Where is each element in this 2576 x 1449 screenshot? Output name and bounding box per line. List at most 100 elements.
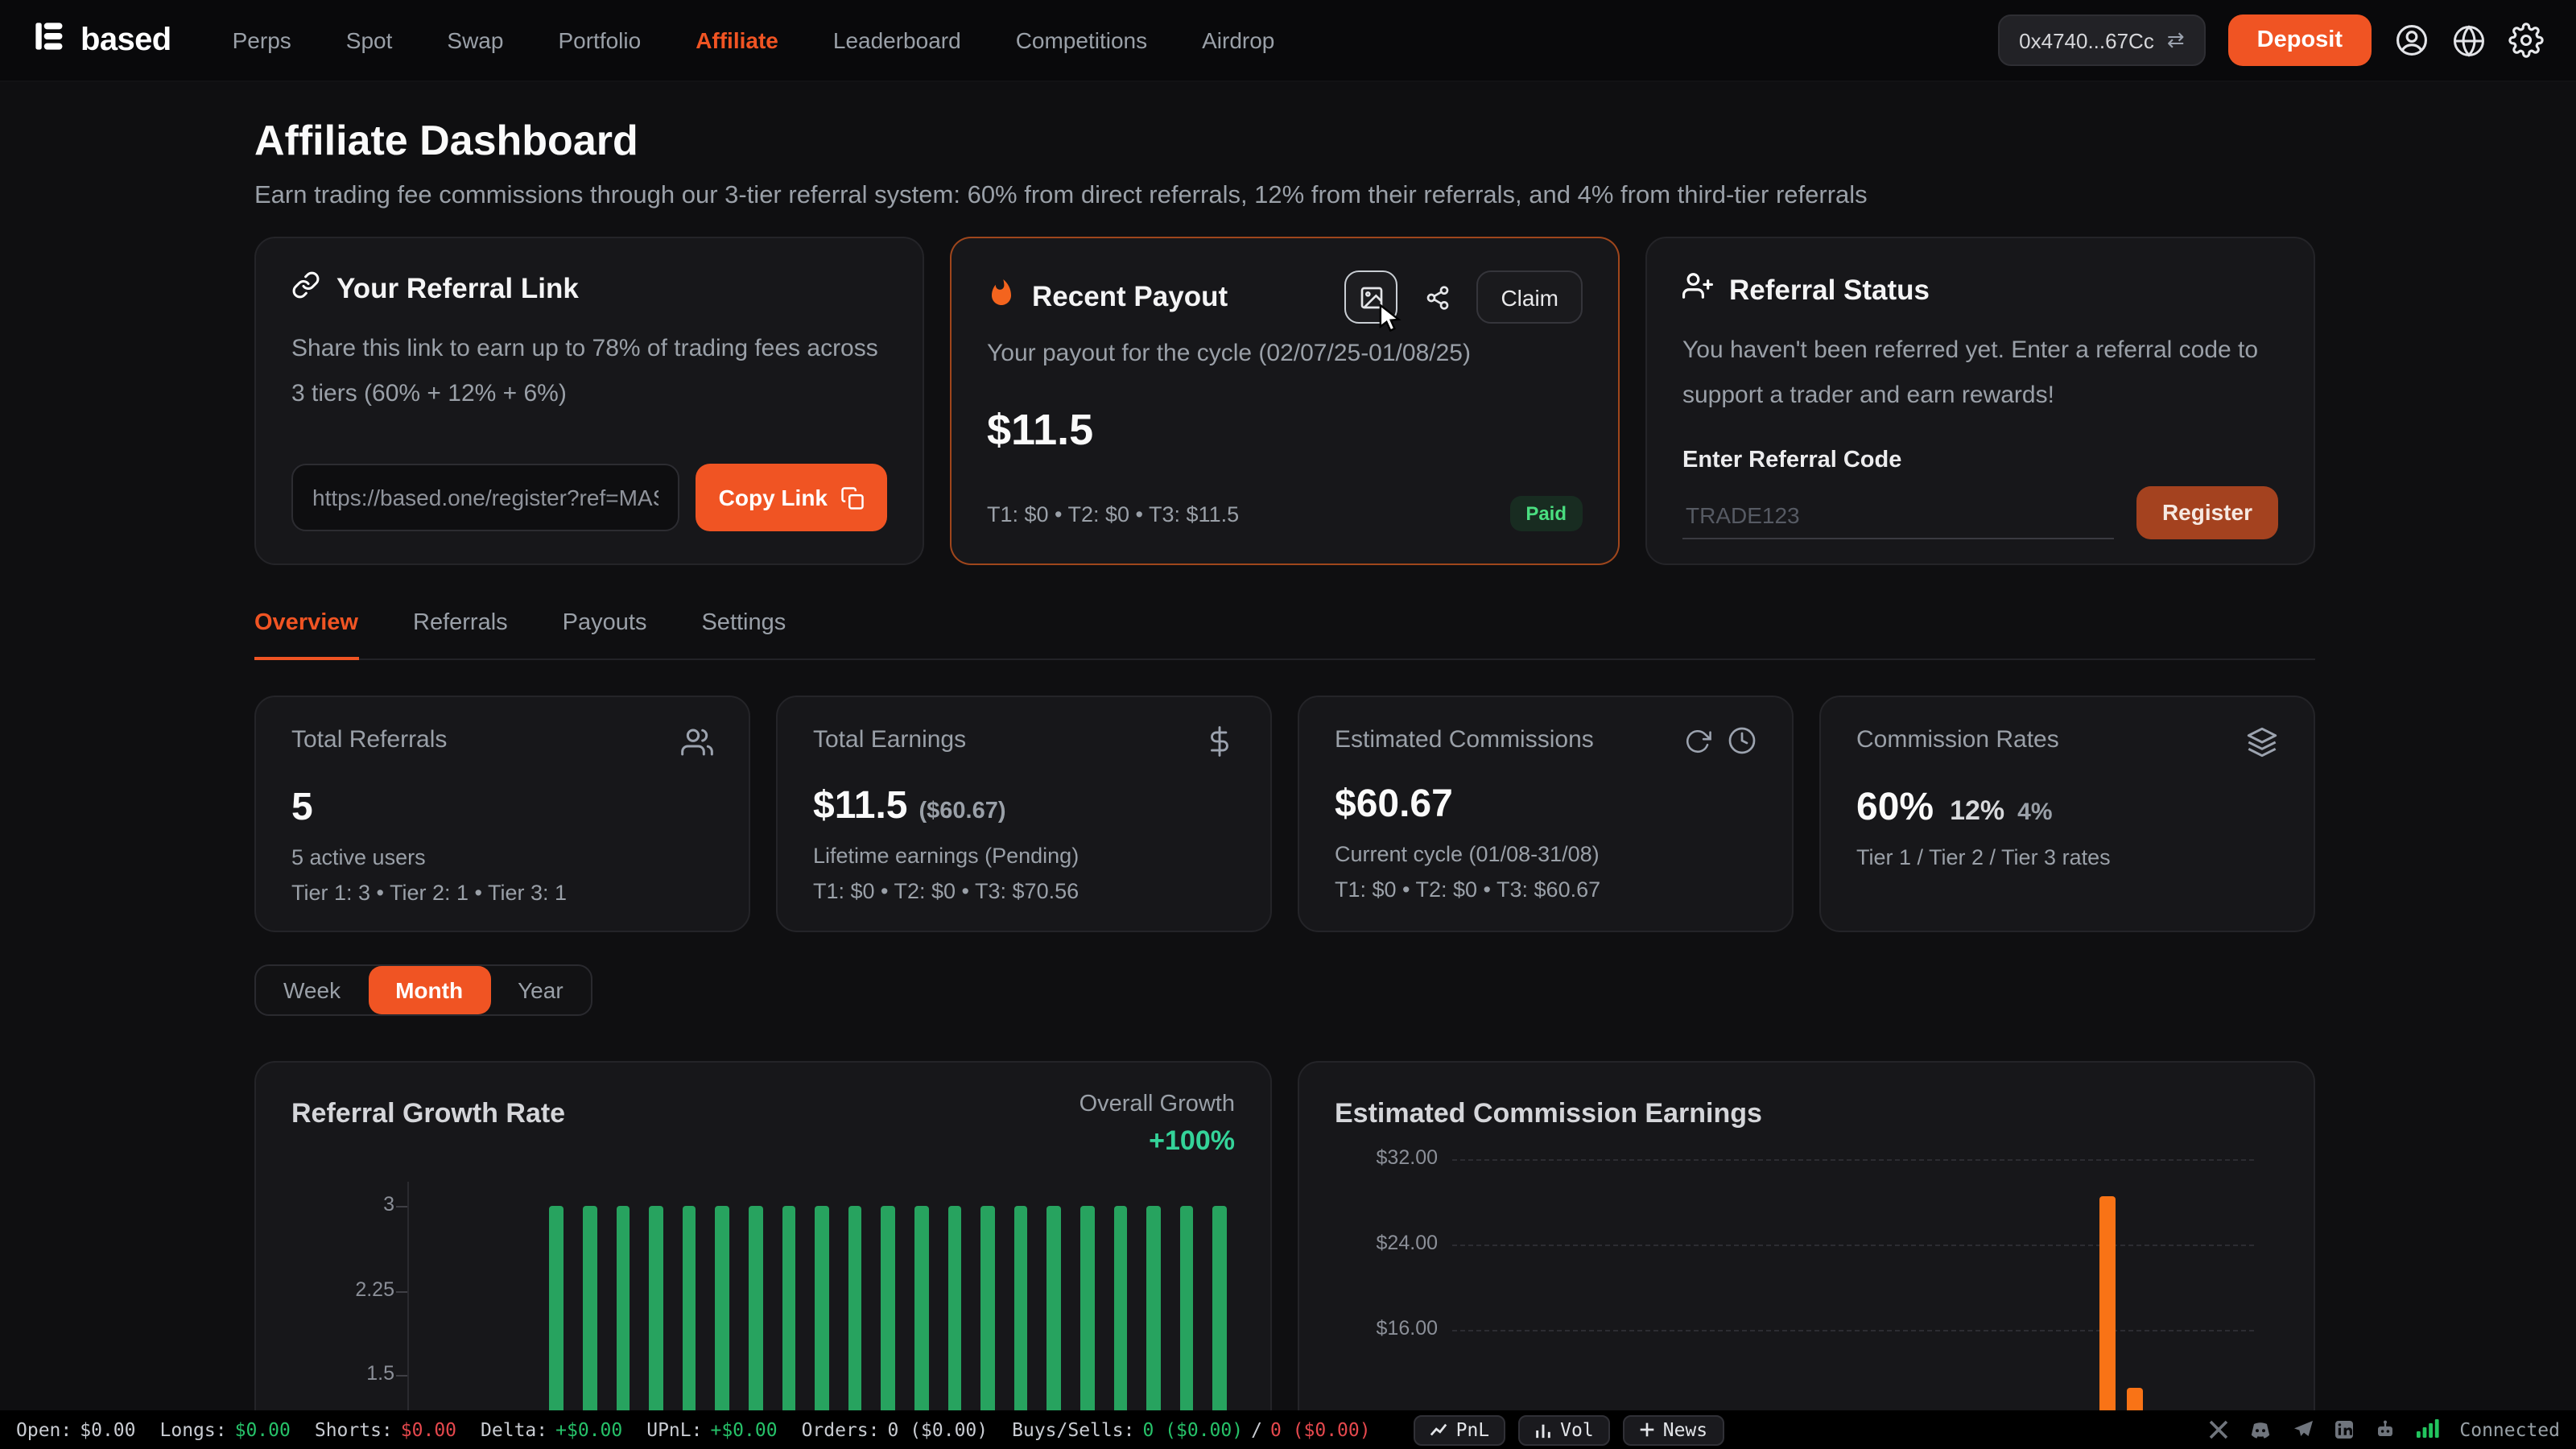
nav-item-portfolio[interactable]: Portfolio <box>558 27 641 53</box>
growth-legend-value: +100% <box>1080 1125 1235 1158</box>
copy-icon <box>840 485 865 510</box>
nav-item-airdrop[interactable]: Airdrop <box>1202 27 1274 53</box>
layers-icon <box>2246 726 2278 766</box>
tier3-rate: 4% <box>2017 799 2052 826</box>
stat-tier-breakdown: Tier 1: 3 • Tier 2: 1 • Tier 3: 1 <box>291 881 713 905</box>
stat-value: $11.5 ($60.67) <box>813 784 1235 829</box>
nav-right-cluster: 0x4740...67Cc ⇄ Deposit <box>1998 14 2544 66</box>
language-globe-button[interactable] <box>2452 23 2486 57</box>
nav-item-leaderboard[interactable]: Leaderboard <box>833 27 961 53</box>
trend-up-icon <box>1430 1421 1448 1439</box>
nav-item-spot[interactable]: Spot <box>346 27 393 53</box>
stats-row: Total Referrals 5 5 active users Tier 1:… <box>254 696 2315 932</box>
refresh-icon[interactable] <box>1684 727 1711 762</box>
dashboard-tabs: Overview Referrals Payouts Settings <box>254 610 2315 660</box>
account-icon <box>2394 23 2429 58</box>
referral-code-input[interactable] <box>1682 492 2114 539</box>
tab-overview[interactable]: Overview <box>254 610 358 660</box>
wallet-address-button[interactable]: 0x4740...67Cc ⇄ <box>1998 14 2206 66</box>
total-referrals-card: Total Referrals 5 5 active users Tier 1:… <box>254 696 750 932</box>
payout-share-button[interactable] <box>1410 270 1463 324</box>
paid-status-badge: Paid <box>1509 496 1583 531</box>
deposit-button[interactable]: Deposit <box>2228 14 2372 66</box>
connection-signal-icon <box>2416 1418 2438 1442</box>
stat-title: Commission Rates <box>1856 726 2059 753</box>
stat-title: Estimated Commissions <box>1335 726 1594 753</box>
referral-code-label: Enter Referral Code <box>1682 447 2278 473</box>
discord-icon[interactable] <box>2248 1421 2271 1439</box>
period-year-button[interactable]: Year <box>490 966 591 1014</box>
telegram-icon[interactable] <box>2292 1420 2313 1439</box>
y-tick-mark <box>396 1291 407 1293</box>
dollar-icon <box>1204 726 1235 765</box>
status-bar-buttons: PnL Vol News <box>1414 1414 1724 1445</box>
stat-value: 60% 12% 4% <box>1856 786 2278 831</box>
recent-payout-card: Recent Payout <box>950 237 1620 565</box>
top-nav: based Perps Spot Swap Portfolio Affiliat… <box>0 0 2576 82</box>
status-bar: Open:$0.00 Longs:$0.00 Shorts:$0.00 Delt… <box>0 1410 2576 1449</box>
nav-item-perps[interactable]: Perps <box>233 27 291 53</box>
growth-legend: Overall Growth +100% <box>1080 1092 1235 1158</box>
nav-item-competitions[interactable]: Competitions <box>1016 27 1147 53</box>
referral-link-input[interactable] <box>291 464 680 531</box>
news-button[interactable]: News <box>1623 1414 1724 1445</box>
pnl-button[interactable]: PnL <box>1414 1414 1506 1445</box>
tab-payouts[interactable]: Payouts <box>563 610 647 658</box>
wallet-address: 0x4740...67Cc <box>2019 28 2154 52</box>
nav-item-affiliate[interactable]: Affiliate <box>696 27 778 53</box>
app-root: based Perps Spot Swap Portfolio Affiliat… <box>0 0 2576 1449</box>
period-month-button[interactable]: Month <box>368 966 490 1014</box>
estimated-commissions-card: Estimated Commissions <box>1298 696 1794 932</box>
grid-line <box>1452 1245 2254 1246</box>
longs-stat: Longs:$0.00 <box>160 1418 291 1441</box>
connection-status: Connected <box>2459 1418 2560 1441</box>
payout-snapshot-button[interactable] <box>1344 270 1397 324</box>
period-toggle: Week Month Year <box>254 964 592 1016</box>
stat-value: 5 <box>291 786 713 831</box>
referral-status-title: Referral Status <box>1729 273 1930 307</box>
y-tick-label: $32.00 <box>1325 1146 1438 1169</box>
referral-link-card: Your Referral Link Share this link to ea… <box>254 237 924 565</box>
referral-status-description: You haven't been referred yet. Enter a r… <box>1682 328 2278 418</box>
stat-title: Total Referrals <box>291 726 447 753</box>
register-button[interactable]: Register <box>2136 485 2278 539</box>
clock-icon <box>1728 726 1757 763</box>
status-bar-right: Connected <box>2208 1418 2560 1442</box>
grid-line <box>1452 1159 2254 1161</box>
stat-value-secondary: ($60.67) <box>919 799 1005 824</box>
nav-item-swap[interactable]: Swap <box>447 27 503 53</box>
brand-name: based <box>80 22 171 59</box>
brand-logo[interactable]: based <box>32 19 171 61</box>
tab-referrals[interactable]: Referrals <box>413 610 508 658</box>
period-week-button[interactable]: Week <box>256 966 368 1014</box>
y-tick-label: 3 <box>298 1193 394 1216</box>
copy-link-button[interactable]: Copy Link <box>696 464 887 531</box>
x-twitter-icon[interactable] <box>2208 1420 2227 1439</box>
main-nav: Perps Spot Swap Portfolio Affiliate Lead… <box>233 27 1275 53</box>
linkedin-icon[interactable] <box>2334 1420 2353 1439</box>
commission-earnings-chart-card: Estimated Commission Earnings $32.00 $24… <box>1298 1061 2315 1449</box>
referral-status-card: Referral Status You haven't been referre… <box>1645 237 2315 565</box>
share-icon <box>1424 284 1450 310</box>
account-button[interactable] <box>2394 23 2429 58</box>
y-tick-mark <box>396 1206 407 1208</box>
vol-button[interactable]: Vol <box>1518 1414 1610 1445</box>
payout-amount: $11.5 <box>987 406 1583 456</box>
chart-title: Estimated Commission Earnings <box>1335 1098 1762 1130</box>
stat-subtext: Current cycle (01/08-31/08) <box>1335 842 1757 866</box>
copy-link-label: Copy Link <box>719 485 828 510</box>
referral-link-description: Share this link to earn up to 78% of tra… <box>291 327 887 416</box>
bot-icon[interactable] <box>2374 1420 2395 1439</box>
bar-chart-icon <box>1534 1421 1552 1439</box>
tab-settings[interactable]: Settings <box>701 610 786 658</box>
recent-payout-title: Recent Payout <box>1032 280 1228 314</box>
flame-icon <box>987 279 1016 316</box>
tier2-rate: 12% <box>1950 795 2004 828</box>
settings-gear-button[interactable] <box>2508 23 2544 58</box>
payout-cycle-text: Your payout for the cycle (02/07/25-01/0… <box>987 340 1583 367</box>
claim-button[interactable]: Claim <box>1476 270 1583 324</box>
y-tick-mark <box>396 1375 407 1377</box>
stat-subtext: 5 active users <box>291 845 713 869</box>
plus-icon <box>1639 1422 1655 1438</box>
link-icon <box>291 270 320 308</box>
